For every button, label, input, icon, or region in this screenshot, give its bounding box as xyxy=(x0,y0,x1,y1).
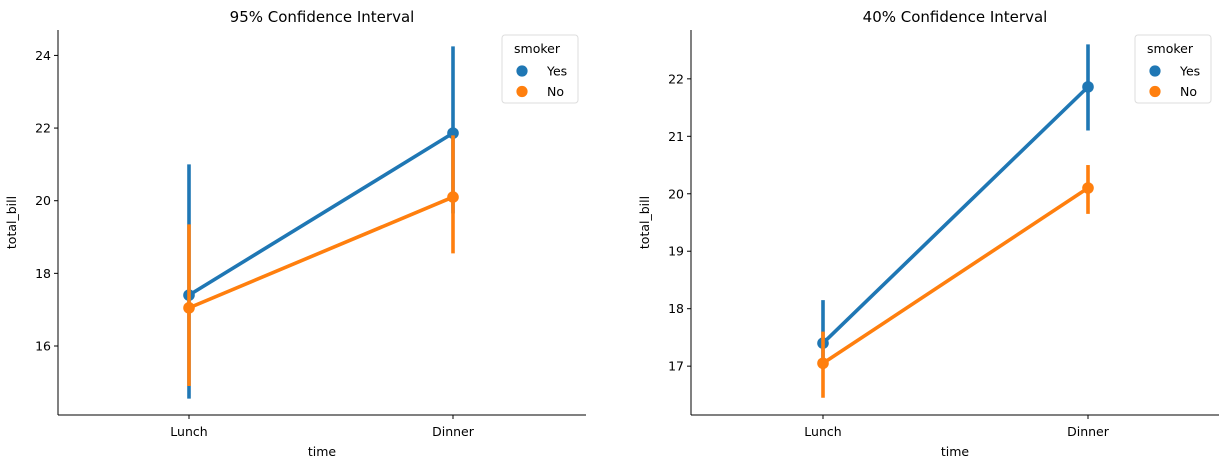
data-point xyxy=(817,357,829,370)
legend: smoker Yes No xyxy=(501,34,579,104)
legend-marker xyxy=(516,85,528,98)
series-line xyxy=(188,131,454,297)
series-yes xyxy=(183,46,459,399)
legend-marker xyxy=(1149,65,1161,77)
x-axis-label: time xyxy=(941,444,970,459)
legend-label: No xyxy=(1180,84,1197,99)
y-tick-label: 16 xyxy=(35,338,51,353)
y-tick-label: 19 xyxy=(668,244,684,259)
series-yes xyxy=(817,44,1094,370)
y-tick-label: 20 xyxy=(668,186,684,201)
y-tick-label: 18 xyxy=(668,301,684,316)
x-tick-label: Dinner xyxy=(1067,424,1110,439)
chart-panel-2: 40% Confidence Interval 17 18 19 20 21 22 Lunch… xyxy=(637,8,1219,459)
series-line xyxy=(188,195,454,310)
data-point xyxy=(447,127,459,139)
series-no xyxy=(817,165,1094,398)
chart-title: 40% Confidence Interval xyxy=(863,8,1048,26)
data-point xyxy=(447,191,459,203)
legend-marker xyxy=(1149,85,1161,98)
y-tick-label: 18 xyxy=(35,266,51,281)
legend-label: Yes xyxy=(1179,64,1200,79)
legend-title: smoker xyxy=(1147,41,1194,56)
legend-label: No xyxy=(547,84,564,99)
x-tick-label: Lunch xyxy=(804,424,841,439)
legend: smoker Yes No xyxy=(1134,34,1212,104)
series-line xyxy=(821,85,1090,345)
y-tick-label: 21 xyxy=(668,129,684,144)
x-tick-label: Dinner xyxy=(432,424,475,439)
x-axis-label: time xyxy=(308,444,337,459)
series-no xyxy=(183,135,459,386)
legend-marker xyxy=(516,65,528,77)
legend-title: smoker xyxy=(514,41,561,56)
legend-label: Yes xyxy=(546,64,567,79)
y-tick-label: 22 xyxy=(668,71,684,86)
y-tick-label: 17 xyxy=(668,359,684,374)
data-point xyxy=(1082,182,1094,194)
y-axis-label: total_bill xyxy=(4,196,19,249)
y-tick-label: 22 xyxy=(35,121,51,136)
chart-panel-1: 95% Confidence Interval 16 18 20 22 24 Lunch Di… xyxy=(4,8,586,459)
x-tick-label: Lunch xyxy=(170,424,207,439)
chart-title: 95% Confidence Interval xyxy=(230,8,415,26)
y-axis-label: total_bill xyxy=(637,196,652,249)
y-tick-label: 20 xyxy=(35,193,51,208)
data-point xyxy=(1082,81,1094,93)
y-tick-label: 24 xyxy=(35,48,51,63)
series-line xyxy=(822,186,1089,365)
data-point xyxy=(183,302,195,314)
